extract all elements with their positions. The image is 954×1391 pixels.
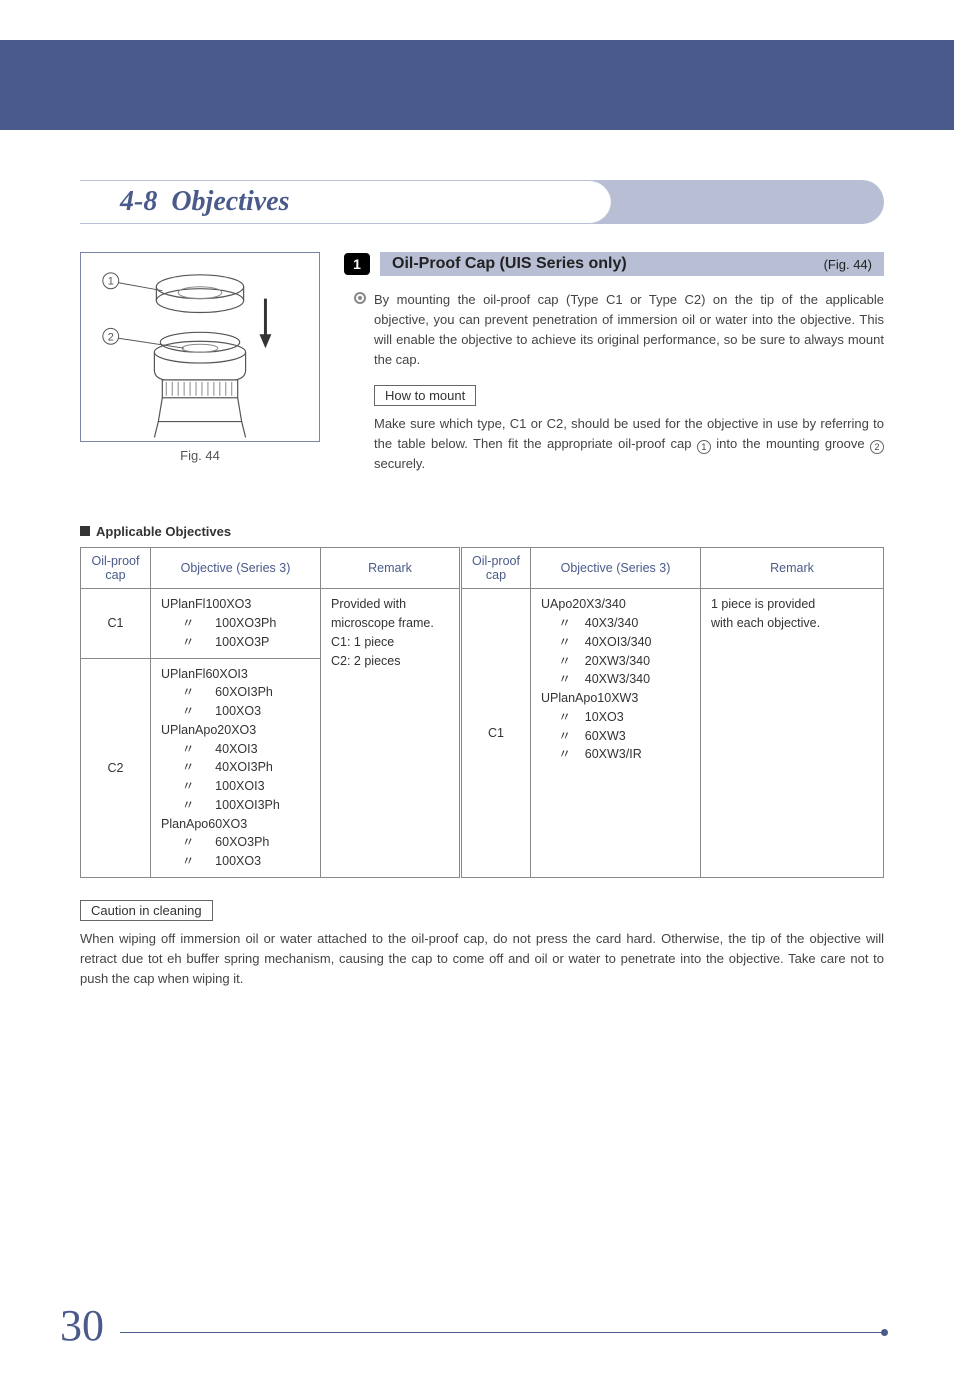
cell-remark-left: Provided with microscope frame. C1: 1 pi… — [331, 595, 449, 670]
th-obj-right: Objective (Series 3) — [531, 548, 701, 589]
table-title: Applicable Objectives — [80, 524, 884, 539]
th-remark-left: Remark — [321, 548, 461, 589]
page-rule-dot — [881, 1329, 888, 1336]
how-to-mount-text: Make sure which type, C1 or C2, should b… — [344, 414, 884, 475]
cell-cap-right: C1 — [461, 589, 531, 878]
fig-callout-1: 1 — [108, 276, 114, 288]
th-obj-left: Objective (Series 3) — [151, 548, 321, 589]
section-number: 4-8 — [120, 186, 157, 217]
subsection-title: Oil-Proof Cap (UIS Series only) — [392, 255, 627, 273]
intro-paragraph: By mounting the oil-proof cap (Type C1 o… — [344, 290, 884, 371]
th-cap-right: Oil-proof cap — [461, 548, 531, 589]
cell-obj-right: UApo20X3/340 〃 40X3/340 〃 40XOI3/340 〃 2… — [541, 595, 690, 764]
how-to-mount-label: How to mount — [374, 385, 476, 406]
callout-1-inline: 1 — [697, 440, 711, 454]
fig-callout-2: 2 — [108, 331, 114, 343]
subsection-number: 1 — [344, 253, 370, 275]
th-cap-left: Oil-proof cap — [81, 548, 151, 589]
subsection-header: 1 Oil-Proof Cap (UIS Series only) (Fig. … — [344, 252, 884, 276]
section-header: 4-8 Objectives — [80, 180, 884, 224]
caution-text: When wiping off immersion oil or water a… — [80, 929, 884, 989]
callout-2-inline: 2 — [870, 440, 884, 454]
table-row: C1 UPlanFl100XO3 〃 100XO3Ph 〃 100XO3P Pr… — [81, 589, 884, 658]
figure-44: 1 — [80, 252, 320, 442]
section-title-text: Objectives — [171, 186, 289, 217]
figure-caption: Fig. 44 — [80, 448, 320, 463]
cell-cap-c1: C1 — [81, 589, 151, 658]
objectives-table: Oil-proof cap Objective (Series 3) Remar… — [80, 547, 884, 878]
ring-bullet-icon — [354, 292, 366, 304]
caution-label: Caution in cleaning — [80, 900, 213, 921]
cell-obj-c2: UPlanFl60XOI3 〃 60XOI3Ph 〃 100XO3 UPlanA… — [161, 665, 310, 871]
page-number: 30 — [60, 1300, 104, 1351]
top-banner — [0, 40, 954, 130]
subsection-fig-ref: (Fig. 44) — [824, 257, 872, 272]
page-rule — [120, 1332, 884, 1333]
cell-obj-c1: UPlanFl100XO3 〃 100XO3Ph 〃 100XO3P — [161, 595, 310, 651]
cell-remark-right: 1 piece is provided with each objective. — [711, 595, 873, 633]
cell-cap-c2: C2 — [81, 658, 151, 877]
th-remark-right: Remark — [701, 548, 884, 589]
